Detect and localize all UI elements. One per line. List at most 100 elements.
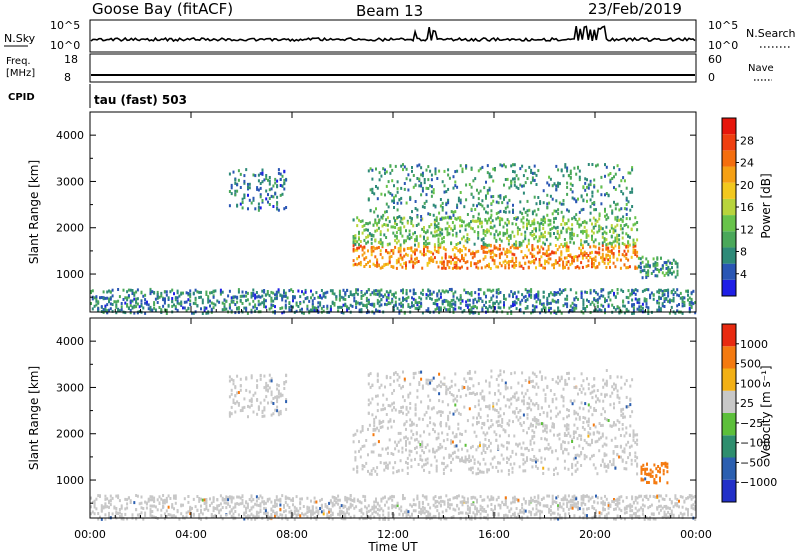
heatmap-cell [270, 299, 273, 303]
heatmap-cell [674, 291, 677, 294]
heatmap-cell [398, 309, 401, 313]
heatmap-cell [562, 263, 565, 267]
heatmap-cell [466, 213, 469, 216]
heatmap-cell [601, 252, 604, 256]
heatmap-cell [392, 249, 395, 253]
heatmap-cell [531, 418, 534, 422]
heatmap-cell [375, 185, 377, 188]
heatmap-cell [104, 497, 107, 501]
heatmap-cell [598, 431, 601, 435]
heatmap-cell [359, 455, 362, 459]
heatmap-cell [604, 174, 606, 178]
heatmap-cell [398, 410, 401, 414]
heatmap-cell [580, 249, 583, 253]
heatmap-cell [392, 466, 395, 470]
heatmap-cell [468, 238, 471, 241]
heatmap-cell [595, 394, 597, 398]
heatmap-cell [448, 255, 451, 259]
heatmap-cell [225, 307, 228, 311]
heatmap-cell [513, 183, 516, 187]
heatmap-cell [158, 306, 161, 309]
heatmap-cell [625, 395, 628, 399]
heatmap-cell [576, 221, 579, 225]
heatmap-cell [501, 218, 504, 222]
heatmap-cell [555, 188, 558, 192]
heatmap-cell [549, 232, 552, 236]
heatmap-cell [461, 459, 463, 463]
heatmap-cell [171, 297, 174, 300]
heatmap-cell [530, 422, 533, 426]
heatmap-cell [581, 256, 584, 260]
heatmap-cell [491, 465, 494, 469]
heatmap-cell [527, 222, 530, 226]
heatmap-cell [212, 295, 215, 299]
heatmap-cell [424, 462, 427, 466]
heatmap-cell [610, 242, 613, 246]
heatmap-cell [201, 512, 204, 516]
nave-tick-bottom: 0 [708, 71, 715, 84]
heatmap-cell [522, 184, 525, 188]
heatmap-cell [246, 311, 249, 315]
heatmap-cell [424, 252, 427, 256]
heatmap-cell [578, 254, 581, 258]
heatmap-cell [632, 245, 635, 249]
heatmap-cell [601, 248, 604, 252]
heatmap-cell [518, 442, 521, 446]
heatmap-cell [423, 235, 425, 239]
heatmap-cell [388, 242, 391, 246]
heatmap-cell [270, 306, 273, 310]
heatmap-cell [520, 219, 523, 223]
heatmap-cell [403, 261, 406, 265]
heatmap-cell [409, 305, 412, 309]
heatmap-cell [405, 299, 408, 303]
heatmap-cell [530, 311, 533, 315]
heatmap-cell [533, 247, 536, 251]
heatmap-cell [537, 196, 540, 199]
heatmap-cell [466, 458, 469, 462]
heatmap-cell [454, 184, 457, 188]
heatmap-cell [409, 289, 412, 293]
heatmap-cell [259, 373, 262, 377]
heatmap-cell [593, 208, 596, 212]
heatmap-cell [491, 258, 494, 262]
heatmap-cell [426, 424, 429, 428]
heatmap-cell [380, 408, 383, 412]
heatmap-cell [106, 311, 109, 315]
heatmap-cell [560, 250, 563, 254]
heatmap-cell [587, 387, 590, 391]
heatmap-cell [601, 423, 604, 427]
heatmap-cell [553, 217, 555, 221]
heatmap-cell [210, 301, 213, 305]
heatmap-cell [553, 251, 555, 255]
heatmap-cell [111, 309, 114, 313]
heatmap-cell [593, 201, 596, 204]
heatmap-cell [100, 504, 103, 508]
heatmap-cell [476, 306, 478, 310]
heatmap-cell [502, 428, 505, 432]
heatmap-cell [106, 505, 109, 509]
heatmap-cell [593, 298, 596, 302]
heatmap-cell [462, 220, 465, 224]
heatmap-cell [632, 303, 635, 307]
heatmap-cell [435, 216, 438, 220]
heatmap-cell [628, 434, 631, 437]
heatmap-cell [574, 469, 577, 473]
heatmap-cell [368, 265, 371, 268]
heatmap-cell [535, 257, 537, 261]
heatmap-cell [535, 266, 537, 270]
heatmap-cell [230, 377, 233, 381]
heatmap-cell [173, 303, 175, 307]
heatmap-cell [531, 465, 534, 469]
heatmap-cell [176, 309, 179, 312]
heatmap-cell [365, 299, 368, 303]
heatmap-cell [621, 449, 624, 453]
heatmap-cell [115, 300, 118, 304]
heatmap-cell [604, 209, 606, 213]
heatmap-cell [263, 406, 266, 410]
heatmap-cell [486, 405, 489, 409]
heatmap-cell [376, 228, 379, 232]
heatmap-cell [405, 229, 407, 233]
heatmap-cell [400, 186, 403, 190]
heatmap-cell [508, 306, 511, 310]
heatmap-cell [283, 291, 285, 295]
